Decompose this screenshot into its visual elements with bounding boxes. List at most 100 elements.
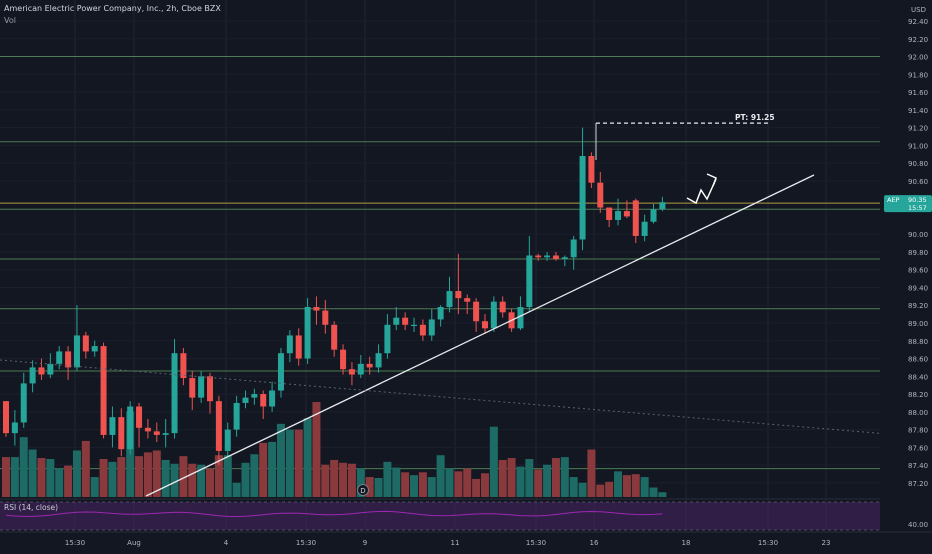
trendlines[interactable] xyxy=(0,174,901,497)
candle-body xyxy=(198,376,205,398)
volume-bar xyxy=(374,478,383,497)
price-tick-label: 88.20 xyxy=(908,391,928,399)
time-tick-label: Aug xyxy=(127,539,141,547)
price-tick-label: 89.80 xyxy=(908,249,928,257)
volume-bar xyxy=(303,418,312,497)
time-tick-label: 15:30 xyxy=(758,539,778,547)
volume-bar xyxy=(108,461,117,497)
volume-bars xyxy=(2,402,667,497)
candle-body xyxy=(419,324,426,336)
candle-body xyxy=(109,417,116,435)
candle-body xyxy=(251,394,258,398)
price-axis[interactable]: USD 92.40 92.20 92.00 91.80 91.60 91.40 91.20 91… xyxy=(880,0,932,550)
volume-bar xyxy=(622,475,631,497)
volume-bar xyxy=(232,482,241,497)
volume-bar xyxy=(55,468,64,497)
candle-body xyxy=(588,156,595,183)
price-tick-label: 88.00 xyxy=(908,409,928,417)
price-tick-label: 89.00 xyxy=(908,320,928,328)
volume-bar xyxy=(143,452,152,497)
price-tick-label: 89.20 xyxy=(908,302,928,310)
volume-bar xyxy=(436,455,445,497)
candle-body xyxy=(579,156,586,240)
price-tick-label: 91.80 xyxy=(908,71,928,79)
price-tick-label: 92.40 xyxy=(908,18,928,26)
candle-body xyxy=(136,406,143,428)
candle-body xyxy=(650,209,657,222)
volume-bar xyxy=(347,463,356,497)
rsi-line xyxy=(5,510,663,518)
volume-bar xyxy=(410,475,419,497)
volume-bar xyxy=(392,467,401,497)
candle-body xyxy=(260,394,267,407)
candle-body xyxy=(464,298,471,302)
volume-bar xyxy=(463,468,472,497)
currency-label: USD xyxy=(911,6,926,14)
candle-body xyxy=(144,427,151,432)
volume-legend: Vol xyxy=(4,16,16,25)
candle-body xyxy=(597,182,604,208)
candle-body xyxy=(269,390,276,407)
time-tick-label: 9 xyxy=(363,539,367,547)
volume-bar xyxy=(214,455,223,497)
volume-bar xyxy=(28,449,37,497)
volume-bar xyxy=(383,461,392,497)
candle-body xyxy=(127,406,134,450)
volume-bar xyxy=(206,468,215,497)
volume-bar xyxy=(587,449,596,497)
candle-body xyxy=(615,211,622,220)
volume-bar xyxy=(197,464,206,497)
downtrend-line[interactable] xyxy=(0,359,901,436)
candle-body xyxy=(331,324,338,350)
volume-bar xyxy=(188,463,197,497)
candle-body xyxy=(535,255,542,258)
dividend-marker-icon[interactable] xyxy=(357,484,369,496)
candle-body xyxy=(544,255,551,258)
price-tick-label: 92.00 xyxy=(908,54,928,62)
volume-bar xyxy=(489,426,498,497)
candle-body xyxy=(82,335,89,352)
price-tag-background xyxy=(884,195,932,213)
volume-bar xyxy=(418,472,427,497)
volume-bar xyxy=(534,469,543,497)
candle-body xyxy=(526,255,533,308)
price-tick-label: 91.40 xyxy=(908,107,928,115)
volume-bar xyxy=(170,463,179,497)
candle-body xyxy=(304,307,311,359)
volume-bar xyxy=(649,487,658,497)
volume-bar xyxy=(46,459,55,497)
projection-arrow[interactable] xyxy=(686,178,717,205)
projection-arrow-head xyxy=(706,173,717,187)
volume-bar xyxy=(19,437,28,497)
price-tag-value: 90.35 xyxy=(908,196,927,204)
candle-body xyxy=(100,346,107,435)
target-label: PT: 91.25 xyxy=(735,113,775,122)
annotations[interactable]: PT: 91.25 D xyxy=(357,113,775,496)
candle-body xyxy=(641,221,648,236)
candle-body xyxy=(393,317,400,325)
volume-bar xyxy=(37,458,46,497)
volume-bar xyxy=(427,477,436,497)
candle-body xyxy=(322,310,329,325)
candle-body xyxy=(490,301,497,329)
time-tick-label: 15:30 xyxy=(526,539,546,547)
candle-body xyxy=(47,363,54,375)
volume-bar xyxy=(276,423,285,497)
volume-bar xyxy=(445,468,454,497)
volume-bar xyxy=(90,477,99,497)
time-tick-label: 15:30 xyxy=(65,539,85,547)
uptrend-line[interactable] xyxy=(145,174,815,497)
price-tick-label: 91.60 xyxy=(908,89,928,97)
volume-bar xyxy=(480,473,489,497)
time-axis[interactable]: 15:30 Aug 4 15:30 9 11 15:30 16 18 15:30 23 xyxy=(0,531,932,550)
volume-bar xyxy=(614,471,623,497)
volume-bar xyxy=(525,459,534,497)
volume-bar xyxy=(551,458,560,497)
volume-bar xyxy=(596,484,605,497)
volume-bar xyxy=(498,459,507,497)
candle-body xyxy=(348,369,355,375)
price-tick-label: 88.80 xyxy=(908,338,928,346)
rsi-level-label: 40.00 xyxy=(908,521,928,529)
